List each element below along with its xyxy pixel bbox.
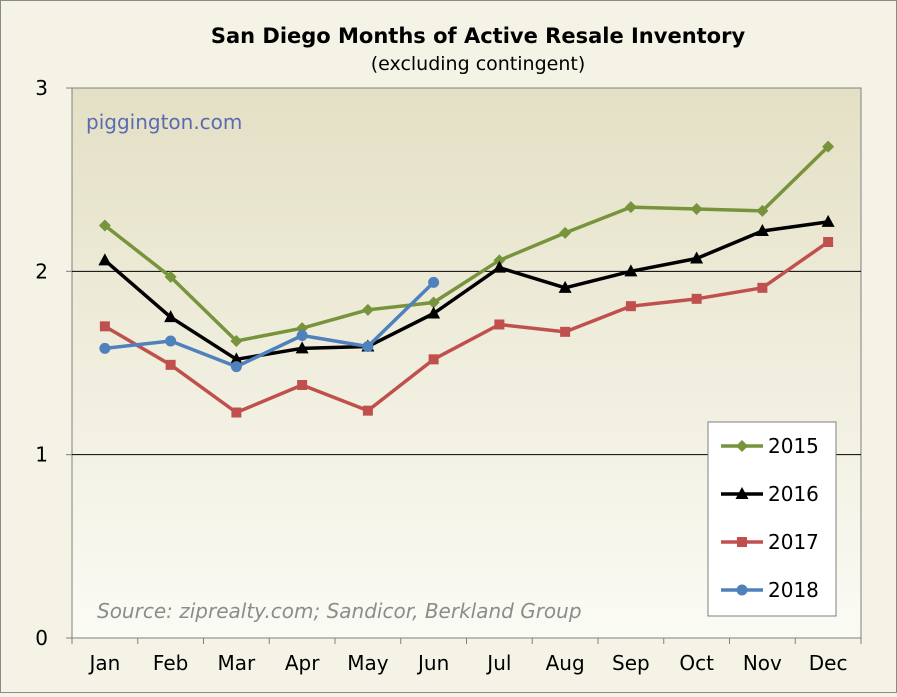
x-tick-label: Nov (743, 651, 782, 675)
axes: 0 1 2 3 Jan Feb Mar Apr May Jun Jul Aug Sep Oct Nov Dec (35, 76, 862, 675)
data-point-2015 (559, 226, 572, 239)
legend: 2015 2016 2017 2018 (707, 421, 837, 617)
legend-marker (736, 584, 748, 596)
x-tick-label: Jan (87, 651, 120, 675)
data-point-2017 (99, 321, 110, 332)
data-point-2018 (296, 330, 308, 341)
x-tick-label: Dec (809, 651, 848, 675)
x-tick-label: Jul (485, 651, 511, 675)
legend-label: 2017 (768, 530, 819, 554)
data-point-2015 (361, 303, 374, 316)
data-point-2016 (558, 280, 572, 293)
y-tick-label: 3 (35, 76, 48, 100)
legend-label: 2018 (768, 578, 819, 602)
data-point-2017 (560, 326, 571, 337)
data-point-2017 (494, 319, 505, 330)
y-tick-label: 0 (35, 626, 48, 650)
data-point-2016 (164, 310, 178, 323)
legend-marker (735, 487, 749, 499)
data-point-2016 (427, 306, 441, 319)
data-point-2017 (691, 293, 702, 304)
watermark-text: piggington.com (86, 110, 242, 134)
data-point-2018 (99, 342, 111, 354)
data-point-2015 (164, 270, 177, 283)
data-point-2017 (231, 407, 242, 418)
legend-label: 2016 (768, 482, 819, 506)
data-point-2018 (230, 361, 242, 373)
data-point-2018 (165, 335, 177, 347)
x-tick-label: Apr (285, 651, 320, 675)
legend-box (707, 421, 837, 617)
y-tick-label: 2 (35, 259, 48, 283)
legend-marker (737, 537, 747, 547)
series-2016 (98, 214, 835, 365)
series-line-2015 (103, 144, 830, 343)
data-point-2017 (297, 380, 308, 390)
data-point-2015 (427, 296, 440, 309)
x-tick-label: May (347, 651, 389, 675)
data-point-2015 (756, 204, 769, 217)
data-point-2016 (229, 352, 243, 365)
data-point-2017 (757, 282, 768, 293)
series-line-2018 (103, 280, 436, 369)
data-point-2016 (295, 341, 309, 354)
series-2017 (99, 237, 834, 418)
data-point-2016 (492, 260, 506, 273)
x-tick-label: Aug (546, 651, 585, 675)
series-2018 (99, 276, 440, 373)
data-point-2015 (624, 201, 637, 214)
data-point-2015 (822, 140, 835, 153)
data-point-2017 (428, 354, 439, 365)
series-2015 (98, 140, 835, 347)
legend-item-2016: 2016 (721, 482, 819, 506)
x-tick-label: Sep (612, 651, 650, 675)
x-tick-label: Oct (679, 651, 714, 675)
legend-item-2017: 2017 (721, 530, 819, 554)
data-point-2018 (362, 341, 374, 352)
series-lines (98, 140, 835, 418)
series-line-2017 (103, 240, 830, 415)
legend-marker (736, 440, 748, 452)
data-point-2015 (690, 203, 703, 215)
data-point-2016 (98, 253, 112, 266)
y-tick-label: 1 (35, 443, 48, 467)
x-tick-label: Feb (153, 651, 188, 675)
x-tick-label: Jun (416, 651, 449, 675)
legend-item-2018: 2018 (721, 578, 819, 602)
chart-subtitle: (excluding contingent) (371, 53, 585, 75)
data-point-2017 (165, 359, 176, 370)
legend-label: 2015 (768, 434, 819, 458)
series-line-2016 (103, 220, 830, 362)
data-point-2016 (690, 251, 704, 264)
data-point-2017 (823, 237, 834, 247)
data-point-2015 (230, 335, 243, 347)
data-point-2017 (362, 405, 373, 416)
data-point-2015 (493, 254, 506, 267)
legend-item-2015: 2015 (721, 434, 819, 458)
data-point-2016 (755, 224, 769, 236)
data-point-2017 (625, 301, 636, 312)
data-point-2018 (428, 276, 440, 288)
source-note: Source: ziprealty.com; Sandicor, Berklan… (97, 599, 582, 623)
data-point-2015 (98, 219, 111, 232)
x-tick-label: Mar (218, 651, 257, 675)
data-point-2016 (624, 264, 638, 277)
data-point-2016 (821, 214, 835, 227)
chart-title: San Diego Months of Active Resale Invent… (211, 24, 746, 48)
